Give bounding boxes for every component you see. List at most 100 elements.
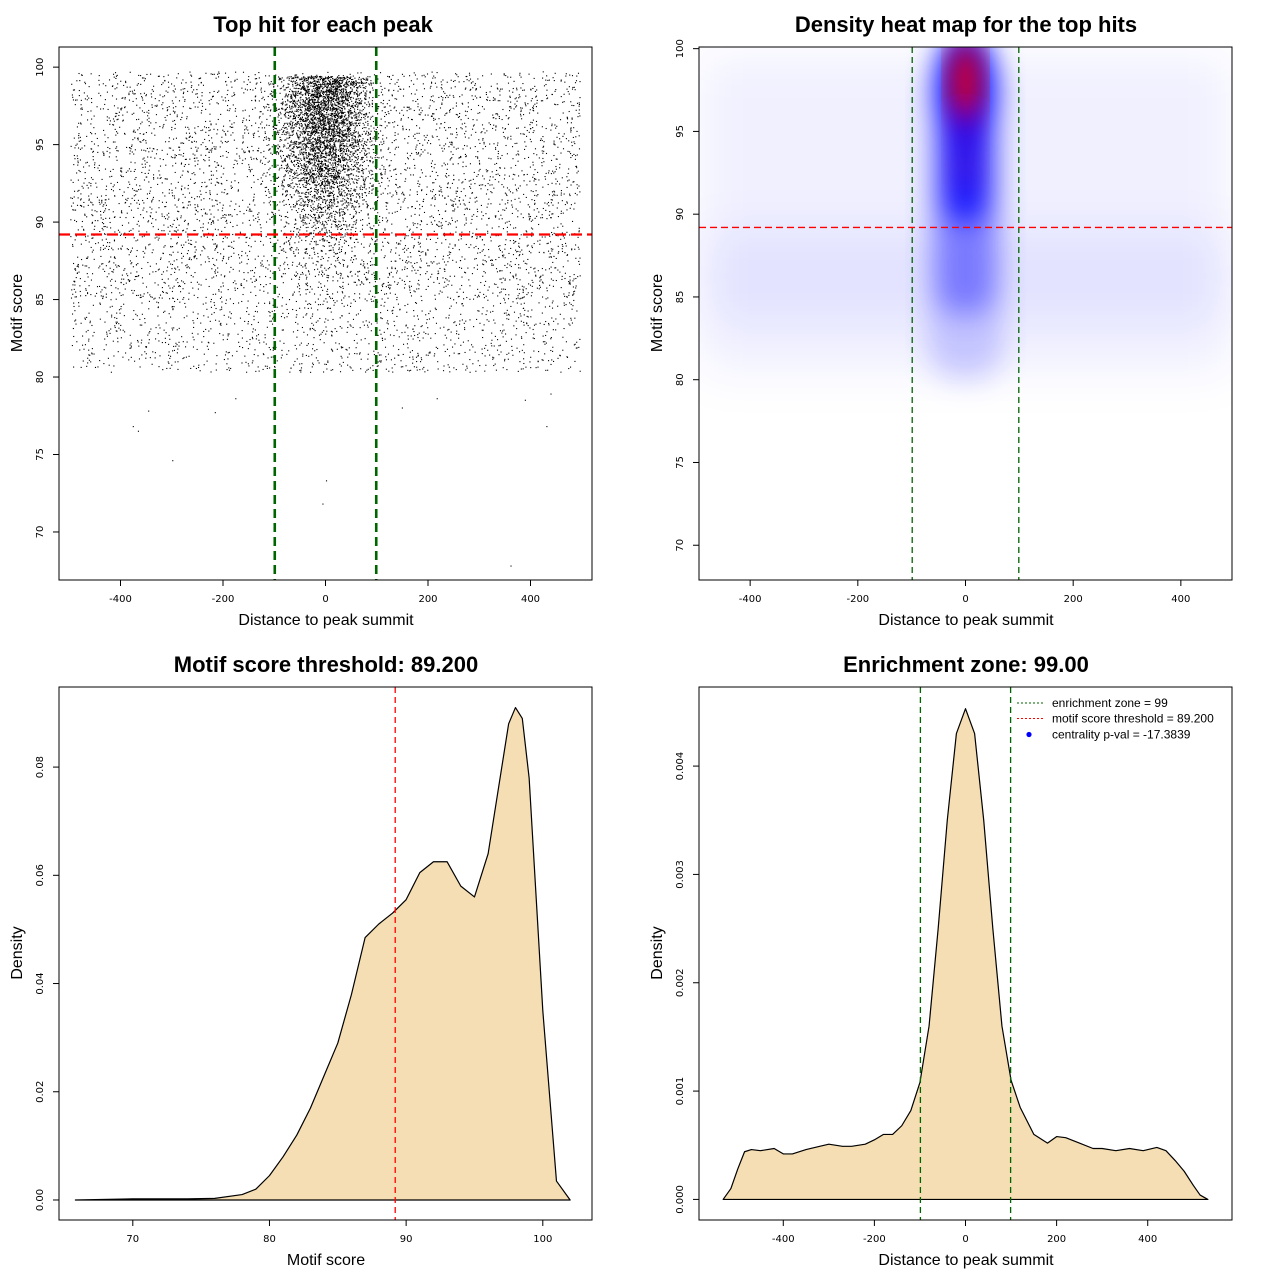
scatter-point — [182, 230, 184, 232]
scatter-point — [434, 194, 437, 196]
scatter-point — [483, 284, 486, 286]
scatter-point — [499, 302, 502, 304]
scatter-point — [557, 146, 559, 148]
scatter-point — [426, 73, 429, 75]
scatter-point — [151, 89, 153, 91]
scatter-point — [194, 154, 196, 156]
scatter-point — [238, 237, 240, 239]
scatter-point — [281, 185, 283, 187]
scatter-point — [442, 277, 444, 279]
scatter-point — [362, 173, 364, 175]
scatter-point — [360, 72, 362, 74]
scatter-point — [575, 347, 577, 349]
scatter-point — [351, 192, 353, 195]
scatter-point — [392, 309, 394, 311]
scatter-point — [81, 107, 83, 109]
scatter-point — [245, 237, 247, 239]
scatter-point — [133, 195, 135, 197]
scatter-point — [227, 99, 230, 102]
scatter-point — [575, 244, 577, 246]
scatter-point — [188, 139, 190, 141]
scatter-point — [473, 214, 475, 216]
scatter-point — [449, 275, 451, 277]
scatter-point — [439, 127, 441, 129]
scatter-point — [549, 305, 551, 307]
scatter-point — [394, 132, 396, 134]
scatter-point — [483, 324, 485, 326]
scatter-point — [560, 238, 562, 240]
scatter-point — [561, 200, 563, 202]
scatter-point — [326, 204, 328, 206]
scatter-point — [431, 166, 433, 168]
scatter-point — [504, 333, 507, 335]
scatter-point — [457, 353, 459, 355]
scatter-point — [359, 297, 361, 299]
scatter-point — [88, 340, 90, 342]
scatter-point — [355, 227, 357, 229]
scatter-point — [573, 141, 575, 143]
scatter-point — [333, 124, 335, 126]
scatter-point — [106, 245, 108, 247]
scatter-point — [474, 351, 476, 353]
scatter-point — [512, 275, 514, 277]
scatter-point — [305, 278, 308, 280]
scatter-point — [215, 275, 218, 277]
scatter-point — [137, 139, 139, 141]
scatter-point — [576, 347, 578, 349]
scatter-point — [194, 255, 196, 257]
scatter-point — [546, 331, 548, 333]
scatter-point — [103, 152, 105, 154]
scatter-point — [80, 199, 82, 201]
scatter-point — [77, 162, 79, 164]
scatter-point — [469, 349, 471, 351]
scatter-point — [144, 160, 146, 162]
scatter-point — [234, 208, 236, 211]
scatter-point — [339, 158, 341, 160]
scatter-point — [178, 224, 180, 226]
scatter-point — [187, 222, 189, 225]
scatter-point — [217, 209, 219, 211]
scatter-point — [298, 154, 300, 156]
scatter-point — [210, 306, 212, 308]
scatter-point — [193, 322, 195, 324]
scatter-point — [92, 237, 94, 239]
scatter-point — [166, 110, 168, 112]
scatter-point — [277, 85, 279, 87]
scatter-point — [499, 90, 501, 92]
scatter-point — [533, 350, 535, 352]
scatter-point — [394, 134, 396, 136]
scatter-point — [356, 219, 358, 221]
scatter-point — [492, 114, 494, 116]
scatter-point — [247, 129, 249, 131]
scatter-point — [195, 367, 197, 370]
scatter-point — [388, 147, 390, 149]
scatter-point — [182, 106, 184, 108]
scatter-point — [428, 265, 430, 267]
scatter-point — [416, 262, 418, 264]
scatter-point — [371, 228, 373, 230]
scatter-point — [578, 260, 580, 262]
scatter-point — [172, 90, 174, 92]
scatter-point — [364, 154, 366, 156]
scatter-point — [226, 369, 228, 371]
scatter-point — [115, 264, 117, 266]
scatter-point — [279, 129, 281, 131]
scatter-point — [78, 72, 80, 75]
scatter-point — [71, 197, 73, 200]
scatter-point — [547, 369, 549, 371]
scatter-point — [238, 155, 240, 157]
scatter-point — [479, 236, 482, 238]
scatter-point — [250, 291, 252, 293]
scatter-point — [357, 241, 359, 243]
scatter-point — [383, 106, 385, 108]
scatter-point — [507, 118, 509, 120]
scatter-point — [372, 232, 374, 234]
scatter-point — [184, 187, 186, 189]
scatter-point — [428, 107, 430, 109]
scatter-point — [505, 312, 507, 314]
scatter-point — [227, 333, 229, 335]
scatter-point — [479, 142, 481, 144]
scatter-point — [162, 290, 164, 293]
scatter-point — [159, 165, 162, 167]
scatter-point — [386, 267, 388, 269]
